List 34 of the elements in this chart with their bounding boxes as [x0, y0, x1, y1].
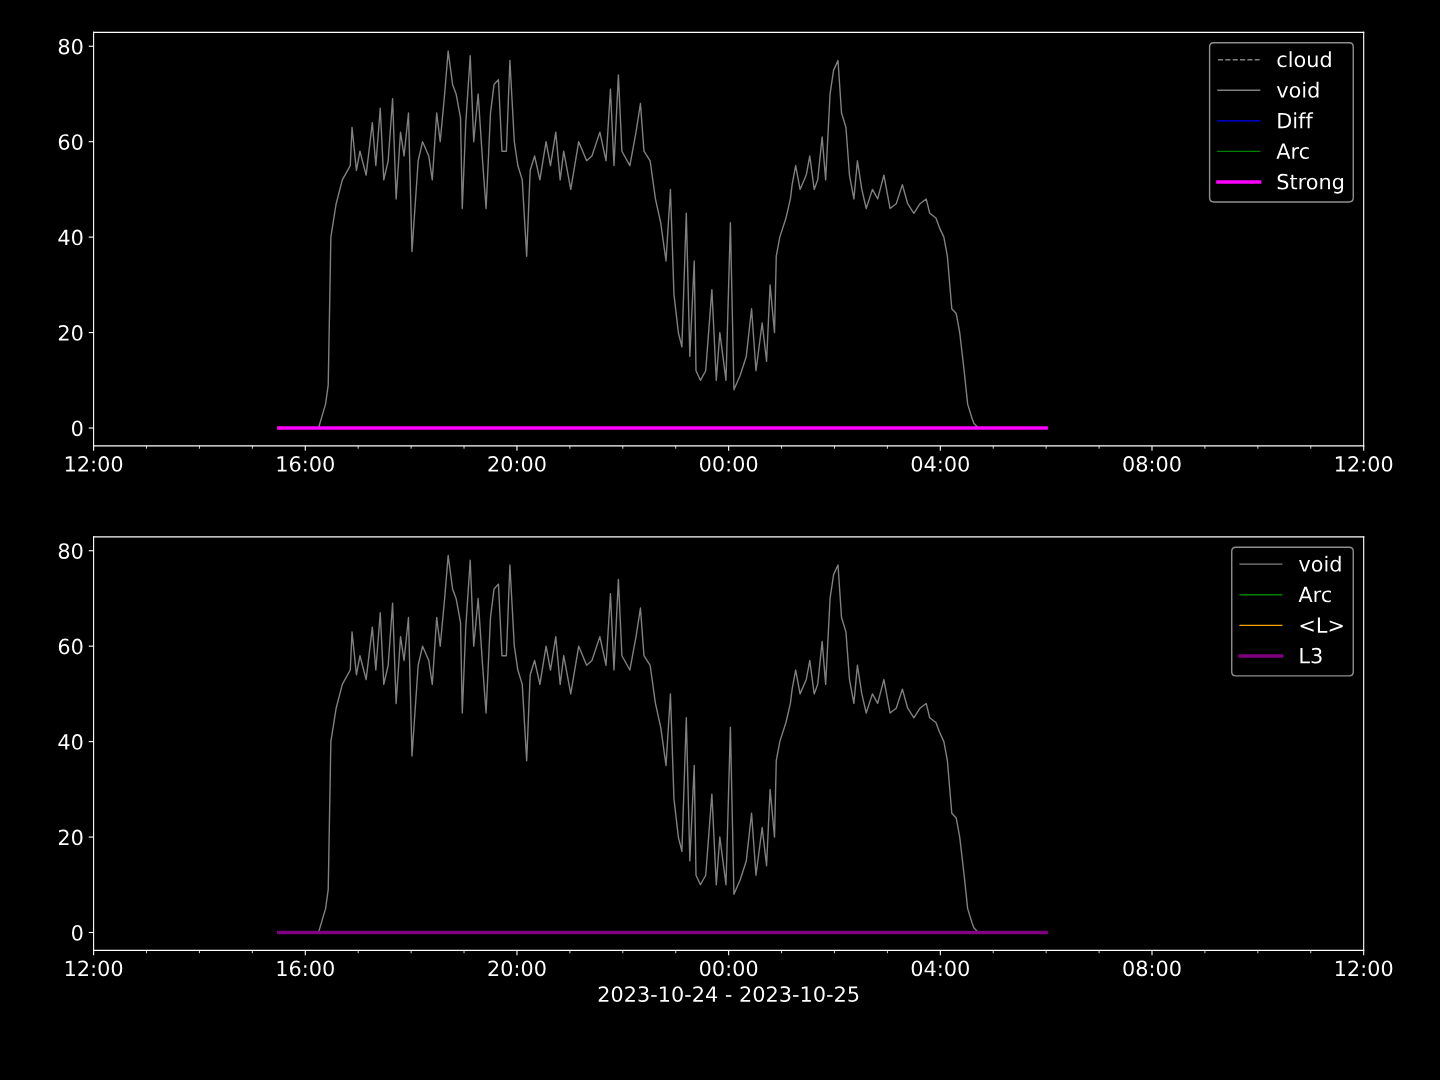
legend-label: Diff — [1278, 112, 1314, 129]
x-tick-label: 20:00 — [488, 456, 546, 472]
x-axis-title: 2023-10-24 - 2023-10-25 — [598, 986, 859, 1002]
y-tick-label: 60 — [58, 638, 83, 655]
y-tick-label: 60 — [58, 134, 83, 150]
y-tick-label: 80 — [58, 38, 83, 55]
y-tick-label: 20 — [58, 829, 83, 846]
legend-label: L3 — [1300, 647, 1322, 664]
legend-label: void — [1276, 81, 1319, 98]
legend-label: Arc — [1276, 143, 1309, 160]
y-tick-label: 80 — [58, 543, 83, 559]
legend-label: Arc — [1298, 586, 1331, 603]
x-tick-label: 04:00 — [911, 456, 969, 472]
legend-label: Strong — [1277, 173, 1344, 194]
x-tick-label: 12:00 — [65, 960, 123, 977]
y-tick-label: 20 — [58, 325, 83, 341]
x-tick-label: 12:00 — [1335, 960, 1393, 977]
x-tick-label: 16:00 — [277, 960, 334, 977]
x-tick-label: 16:00 — [277, 456, 334, 472]
x-tick-label: 08:00 — [1123, 960, 1181, 977]
legend-label: void — [1299, 555, 1341, 572]
x-tick-label: 08:00 — [1123, 456, 1181, 472]
x-tick-label: 00:00 — [699, 456, 758, 472]
y-tick-label: 0 — [72, 420, 83, 437]
legend-label: <L> — [1300, 617, 1343, 633]
x-tick-label: 20:00 — [488, 960, 546, 977]
y-tick-label: 40 — [58, 734, 83, 750]
x-tick-label: 00:00 — [699, 960, 758, 977]
x-tick-label: 12:00 — [1335, 456, 1393, 472]
x-tick-label: 04:00 — [911, 960, 969, 977]
legend-label: cloud — [1277, 51, 1331, 68]
y-tick-label: 40 — [58, 229, 83, 246]
y-tick-label: 0 — [72, 924, 83, 941]
x-tick-label: 12:00 — [65, 456, 123, 472]
